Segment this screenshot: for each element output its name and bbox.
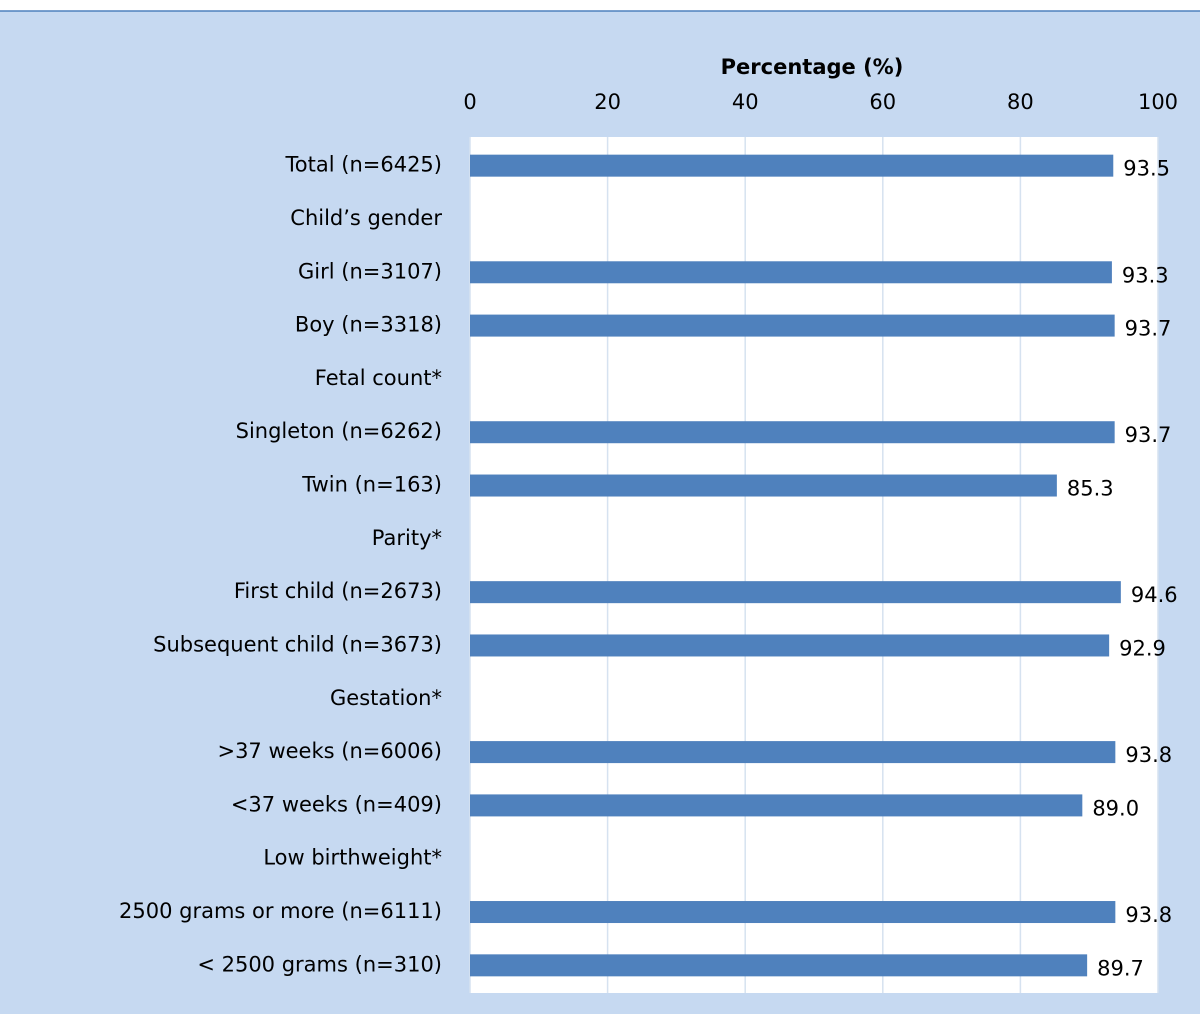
bar (470, 154, 1114, 177)
bar (470, 901, 1116, 924)
x-tick-label: 100 (1138, 90, 1178, 114)
y-tick-label: Twin (n=163) (301, 473, 442, 497)
value-label: 93.3 (1122, 263, 1169, 287)
y-tick-label: First child (n=2673) (234, 579, 442, 603)
value-label: 89.0 (1092, 796, 1139, 820)
y-tick-label: Total (n=6425) (285, 153, 442, 177)
value-label: 85.3 (1067, 477, 1114, 501)
y-tick-label: Fetal count* (315, 366, 442, 390)
bar (470, 794, 1083, 817)
x-tick-label: 40 (732, 90, 759, 114)
y-tick-label: 2500 grams or more (n=6111) (119, 899, 442, 923)
x-tick-label: 20 (594, 90, 621, 114)
x-tick-label: 80 (1007, 90, 1034, 114)
value-label: 93.8 (1125, 903, 1172, 927)
y-tick-label: Girl (n=3107) (298, 259, 442, 283)
x-tick-label: 0 (463, 90, 476, 114)
value-label: 94.6 (1131, 583, 1178, 607)
y-tick-label: < 2500 grams (n=310) (197, 952, 442, 976)
bar (470, 954, 1088, 977)
value-label: 89.7 (1097, 956, 1144, 980)
value-label: 93.8 (1125, 743, 1172, 767)
bar (470, 474, 1057, 497)
bar (470, 741, 1116, 764)
bar (470, 314, 1115, 337)
y-tick-label: Singleton (n=6262) (236, 419, 442, 443)
y-tick-label: Child’s gender (290, 206, 442, 230)
y-tick-label: Low birthweight* (263, 846, 442, 870)
y-tick-label: >37 weeks (n=6006) (217, 739, 442, 763)
value-label: 93.7 (1125, 423, 1172, 447)
bar (470, 421, 1115, 444)
value-label: 92.9 (1119, 636, 1166, 660)
y-tick-label: <37 weeks (n=409) (231, 792, 442, 816)
value-label: 93.5 (1123, 157, 1170, 181)
value-label: 93.7 (1125, 317, 1172, 341)
bar (470, 261, 1112, 284)
y-tick-label: Boy (n=3318) (295, 313, 442, 337)
x-axis-title: Percentage (%) (721, 55, 904, 79)
x-tick-label: 60 (869, 90, 896, 114)
bar (470, 634, 1110, 657)
y-tick-label: Subsequent child (n=3673) (153, 632, 442, 656)
bar (470, 581, 1121, 604)
y-tick-label: Parity* (372, 526, 442, 550)
y-tick-label: Gestation* (330, 686, 442, 710)
